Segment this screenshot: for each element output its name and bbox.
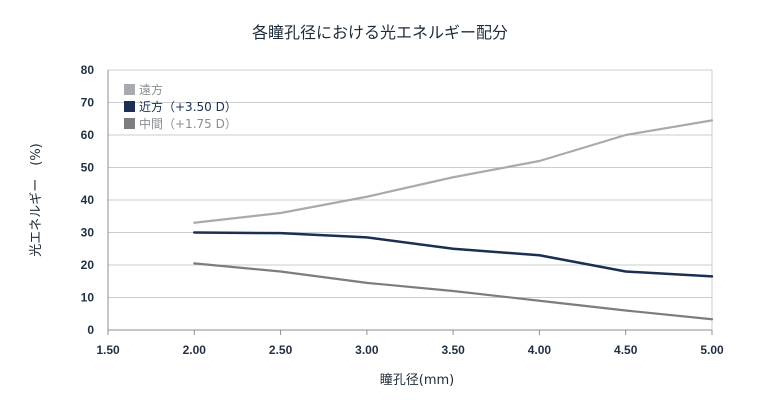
legend-label-2: 近方（+3.50 D） [139,99,237,114]
series-line-2 [193,231,714,278]
legend-swatch-3 [124,118,135,129]
y-tick-label: 40 [81,193,95,207]
x-tick-label: 4.00 [528,343,552,357]
x-tick-label: 2.50 [269,343,293,357]
axes: 0 10 20 30 40 50 60 70 80 1.50 2.00 2.50 3.00 3.50 4.0… [81,63,724,357]
x-tick-label: 3.00 [355,343,379,357]
y-tick-label: 50 [81,161,95,175]
series-lines [193,119,714,321]
x-tick-label: 2.00 [183,343,207,357]
y-tick-label: 70 [81,96,95,110]
series-line-1 [193,119,714,224]
y-tick-label: 30 [81,226,95,240]
legend-swatch-2 [124,101,135,112]
y-axis-label: 光エネルギー (%) [29,143,44,257]
x-tick-label: 3.50 [441,343,465,357]
x-axis-label: 瞳孔径(mm) [380,373,454,388]
y-tick-label: 0 [87,323,94,337]
x-tick-label: 1.50 [96,343,120,357]
x-tick-label: 5.00 [700,343,724,357]
y-tick-label: 80 [81,63,95,77]
x-tick-label: 4.50 [614,343,638,357]
legend-swatch-1 [124,84,135,95]
chart-title: 各瞳孔径における光エネルギー配分 [252,23,508,42]
series-line-3 [193,262,714,321]
y-tick-label: 20 [81,258,95,272]
legend-label-3: 中間（+1.75 D） [139,116,237,131]
y-tick-label: 10 [81,291,95,305]
legend-label-1: 遠方 [139,82,163,97]
y-tick-label: 60 [81,128,95,142]
